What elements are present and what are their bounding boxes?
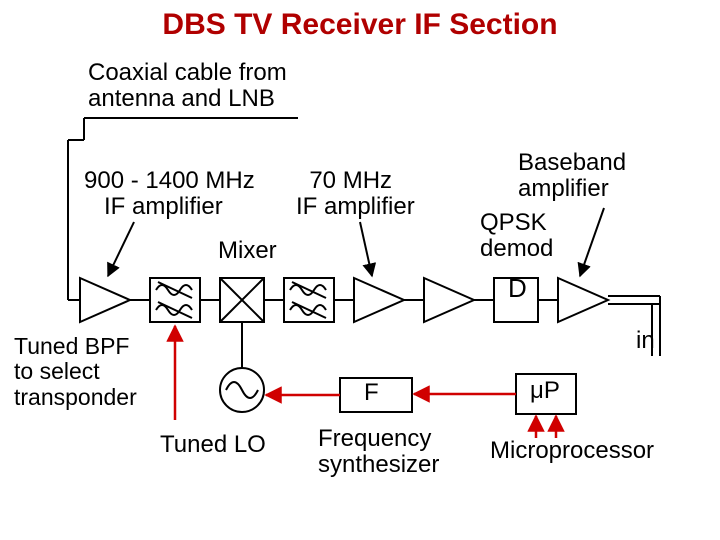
amp1-icon [80,278,130,322]
ptr-if1 [108,222,134,276]
bpf2-icon [284,278,334,322]
lo-icon [220,368,264,412]
coax-line [68,118,298,300]
bpf1-icon [150,278,200,322]
microprocessor-box [516,374,576,414]
amp3-icon [424,278,474,322]
amp2-icon [354,278,404,322]
output-bus [608,296,660,356]
mixer-icon [220,278,264,322]
amp4-icon [558,278,608,322]
freq-syn-box [340,378,412,412]
ptr-baseband [580,208,604,276]
ptr-if2 [360,222,372,276]
demod-box [494,278,538,322]
signal-diagram [0,0,720,540]
